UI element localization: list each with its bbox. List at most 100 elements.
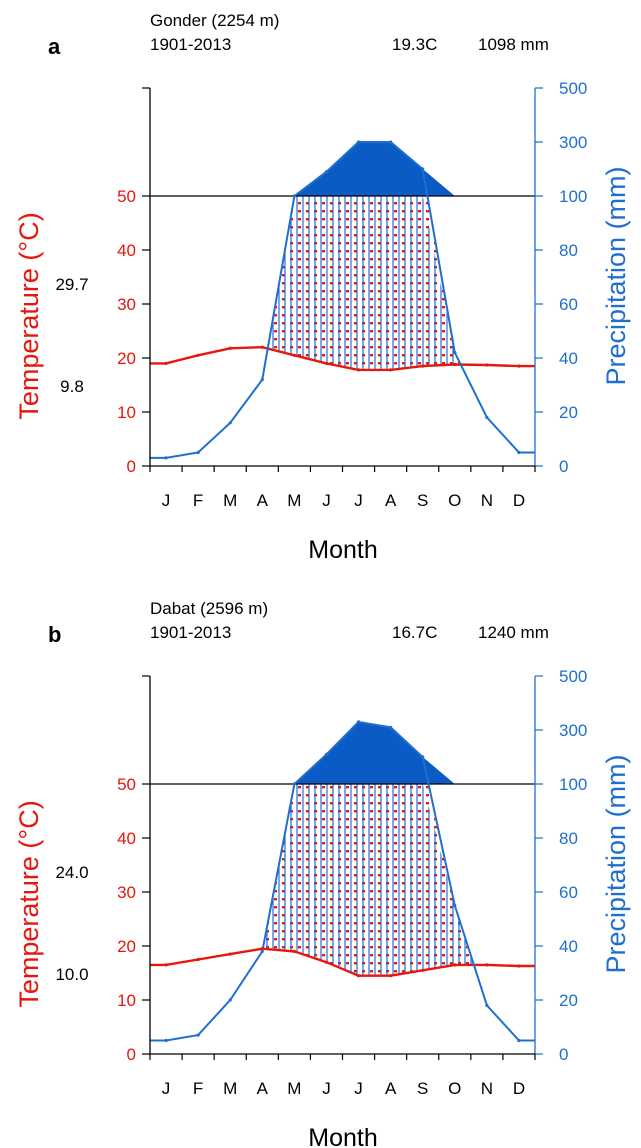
temperature-point — [389, 974, 393, 978]
month-label: S — [417, 491, 428, 510]
month-label: N — [481, 1079, 493, 1098]
precipitation-tick-label: 300 — [559, 721, 587, 740]
temperature-line — [150, 345, 535, 372]
temperature-point — [356, 974, 361, 978]
temperature-point — [485, 363, 489, 367]
plot-fills — [150, 142, 535, 458]
temperature-tick-label: 40 — [117, 829, 136, 848]
temperature-tick-label: 20 — [117, 349, 136, 368]
temperature-point — [196, 353, 200, 357]
temperature-point — [453, 362, 457, 367]
temperature-tick-label: 40 — [117, 241, 136, 260]
temperature-point — [164, 361, 168, 365]
temperature-point — [453, 963, 457, 967]
temperature-axis-title: Temperature (°C) — [14, 800, 44, 1007]
precipitation-point — [292, 194, 296, 198]
temperature-point — [292, 949, 296, 954]
month-label: J — [322, 491, 331, 510]
precipitation-point — [196, 450, 200, 455]
temperature-axis-title: Temperature (°C) — [14, 212, 44, 419]
precipitation-point — [517, 1038, 521, 1043]
precipitation-axis-title: Precipitation (mm) — [601, 166, 631, 385]
perhumid-excess-area — [150, 142, 535, 196]
month-label: M — [287, 491, 301, 510]
temperature-point — [164, 963, 168, 967]
precipitation-point — [292, 782, 296, 786]
precipitation-tick-label: 40 — [559, 349, 578, 368]
month-label: M — [287, 1079, 301, 1098]
annual-precipitation: 1098 mm — [478, 35, 549, 54]
temperature-tick-label: 50 — [117, 187, 136, 206]
temperature-point — [485, 963, 489, 967]
temperature-point — [228, 952, 232, 956]
month-label: D — [513, 1079, 525, 1098]
month-label: A — [257, 491, 269, 510]
precipitation-tick-label: 80 — [559, 241, 578, 260]
precipitation-tick-label: 40 — [559, 937, 578, 956]
month-label: J — [162, 1079, 171, 1098]
temperature-point — [421, 968, 425, 972]
min-temperature-label: 10.0 — [55, 965, 88, 984]
station-title: Dabat (2596 m) — [150, 599, 268, 618]
precipitation-tick-label: 0 — [559, 1045, 568, 1064]
month-axis-title: Month — [308, 1124, 377, 1148]
precipitation-tick-label: 60 — [559, 295, 578, 314]
annual-precipitation: 1240 mm — [478, 623, 549, 642]
min-temperature-label: 9.8 — [60, 377, 84, 396]
temperature-line — [150, 947, 535, 977]
temperature-point — [260, 345, 264, 349]
climate-diagram-gonder: Gonder (2254 m) 1901-2013 19.3C 1098 mm a 0 10… — [14, 11, 631, 564]
precipitation-point — [421, 167, 425, 171]
precipitation-point — [517, 450, 521, 455]
temperature-point — [324, 960, 329, 964]
temperature-tick-label: 0 — [127, 1045, 136, 1064]
humid-period-area — [150, 784, 535, 976]
temperature-point — [356, 368, 361, 372]
temperature-point — [389, 368, 393, 372]
climate-diagram-dabat: Dabat (2596 m) 1901-2013 16.7C 1240 mm b 0 10 2… — [14, 599, 631, 1148]
month-label: N — [481, 491, 493, 510]
precipitation-point — [356, 720, 361, 724]
precipitation-axis-title: Precipitation (mm) — [601, 754, 631, 973]
precipitation-tick-label: 20 — [559, 991, 578, 1010]
precipitation-point — [164, 1038, 168, 1043]
month-label: S — [417, 1079, 428, 1098]
precipitation-point — [453, 903, 457, 908]
precipitation-point — [485, 1003, 489, 1008]
station-title: Gonder (2254 m) — [150, 11, 279, 30]
month-label: D — [513, 491, 525, 510]
month-label: A — [385, 1079, 397, 1098]
precipitation-point — [389, 140, 393, 144]
precipitation-line — [150, 141, 535, 459]
precipitation-tick-label: 0 — [559, 457, 568, 476]
precipitation-point — [196, 1033, 200, 1037]
precipitation-tick-label: 500 — [559, 79, 587, 98]
precipitation-line — [150, 720, 535, 1042]
max-temperature-label: 24.0 — [55, 863, 88, 882]
precipitation-point — [228, 421, 232, 425]
precipitation-point — [485, 415, 489, 419]
month-axis-title: Month — [308, 536, 377, 564]
temperature-point — [517, 964, 521, 968]
month-label: J — [162, 491, 171, 510]
precipitation-point — [324, 752, 329, 756]
temperature-tick-label: 30 — [117, 883, 136, 902]
temperature-point — [228, 346, 232, 350]
record-period: 1901-2013 — [150, 623, 231, 642]
precipitation-point — [356, 140, 361, 144]
panel-label: b — [48, 622, 61, 647]
temperature-tick-label: 30 — [117, 295, 136, 314]
temperature-point — [517, 364, 521, 368]
month-label: O — [448, 1079, 461, 1098]
precipitation-point — [453, 351, 457, 355]
month-label: A — [385, 491, 397, 510]
temperature-point — [421, 364, 425, 368]
precipitation-point — [260, 949, 264, 954]
record-period: 1901-2013 — [150, 35, 231, 54]
temperature-point — [292, 353, 296, 357]
mean-temperature: 16.7C — [392, 623, 437, 642]
precipitation-point — [228, 998, 232, 1002]
month-label: J — [354, 1079, 363, 1098]
precipitation-tick-label: 500 — [559, 667, 587, 686]
